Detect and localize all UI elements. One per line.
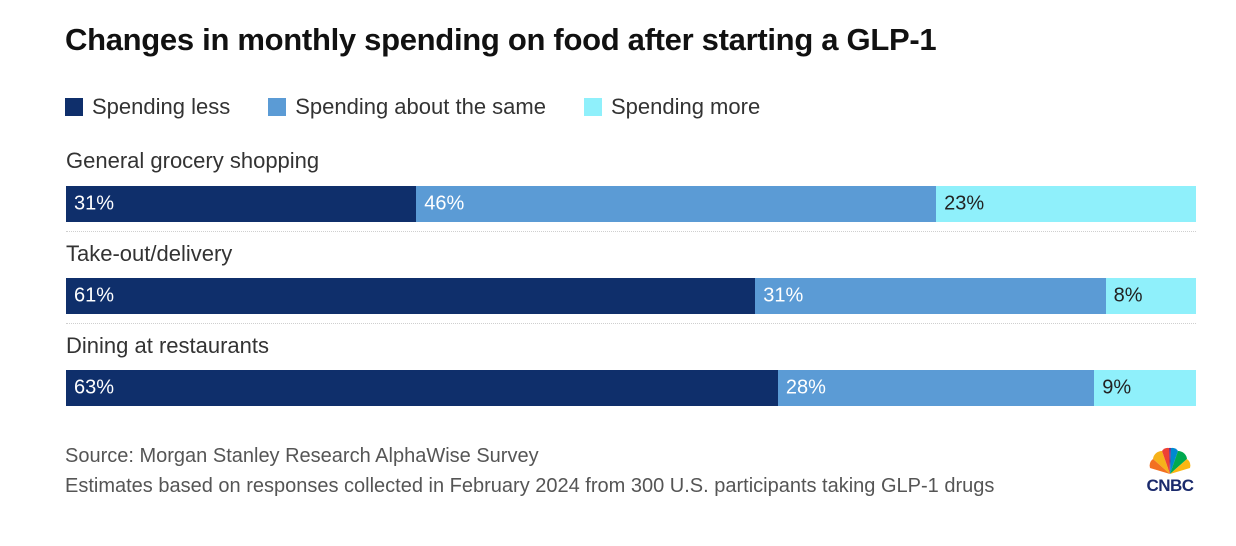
legend-label-spending-same: Spending about the same [295, 94, 546, 119]
cnbc-logo-text: CNBC [1146, 476, 1194, 495]
data-label-grocery-same: 46% [424, 192, 465, 215]
data-label-takeout-more: 8% [1113, 284, 1143, 307]
legend-label-spending-less: Spending less [92, 94, 231, 119]
data-label-takeout-same: 31% [763, 284, 804, 307]
bar-segment-takeout-same: 31% [755, 278, 1106, 314]
bar-segment-dining-more: 9% [1094, 370, 1196, 406]
chart-title: Changes in monthly spending on food afte… [65, 22, 937, 57]
data-label-dining-same: 28% [785, 376, 826, 399]
legend-item-spending-less: Spending less [65, 94, 230, 120]
bar-segment-dining-less: 63% [66, 370, 778, 406]
bar-segment-takeout-more: 8% [1105, 278, 1196, 314]
data-label-dining-more: 9% [1102, 376, 1132, 399]
legend-swatch-spending-more [583, 98, 602, 116]
legend-item-spending-more: Spending more [583, 94, 761, 120]
bar-row-grocery: 31% 46% 23% [66, 186, 1196, 222]
legend-item-spending-same: Spending about the same [268, 94, 546, 120]
data-label-grocery-more: 23% [944, 192, 985, 215]
category-label-dining: Dining at restaurants [66, 333, 269, 358]
source-note: Source: Morgan Stanley Research AlphaWis… [65, 445, 539, 467]
category-label-grocery: General grocery shopping [66, 148, 320, 173]
legend-swatch-spending-same [268, 98, 287, 116]
bar-segment-dining-same: 28% [777, 370, 1095, 406]
category-label-takeout: Take-out/delivery [66, 241, 233, 266]
data-label-dining-less: 63% [74, 376, 115, 399]
legend-label-spending-more: Spending more [610, 94, 761, 119]
bar-segment-takeout-less: 61% [66, 278, 756, 314]
data-label-takeout-less: 61% [74, 284, 115, 307]
legend: Spending less Spending about the same Sp… [65, 94, 798, 120]
peacock-icon [1149, 447, 1191, 474]
row-divider [66, 323, 1196, 324]
bar-segment-grocery-same: 46% [416, 186, 937, 222]
data-label-grocery-less: 31% [74, 192, 115, 215]
bar-row-dining: 63% 28% 9% [66, 370, 1196, 406]
row-divider [66, 231, 1196, 232]
methodology-note: Estimates based on responses collected i… [65, 475, 995, 497]
bar-row-takeout: 61% 31% 8% [66, 278, 1196, 314]
bar-segment-grocery-more: 23% [936, 186, 1196, 222]
legend-swatch-spending-less [65, 98, 83, 116]
bar-segment-grocery-less: 31% [66, 186, 417, 222]
